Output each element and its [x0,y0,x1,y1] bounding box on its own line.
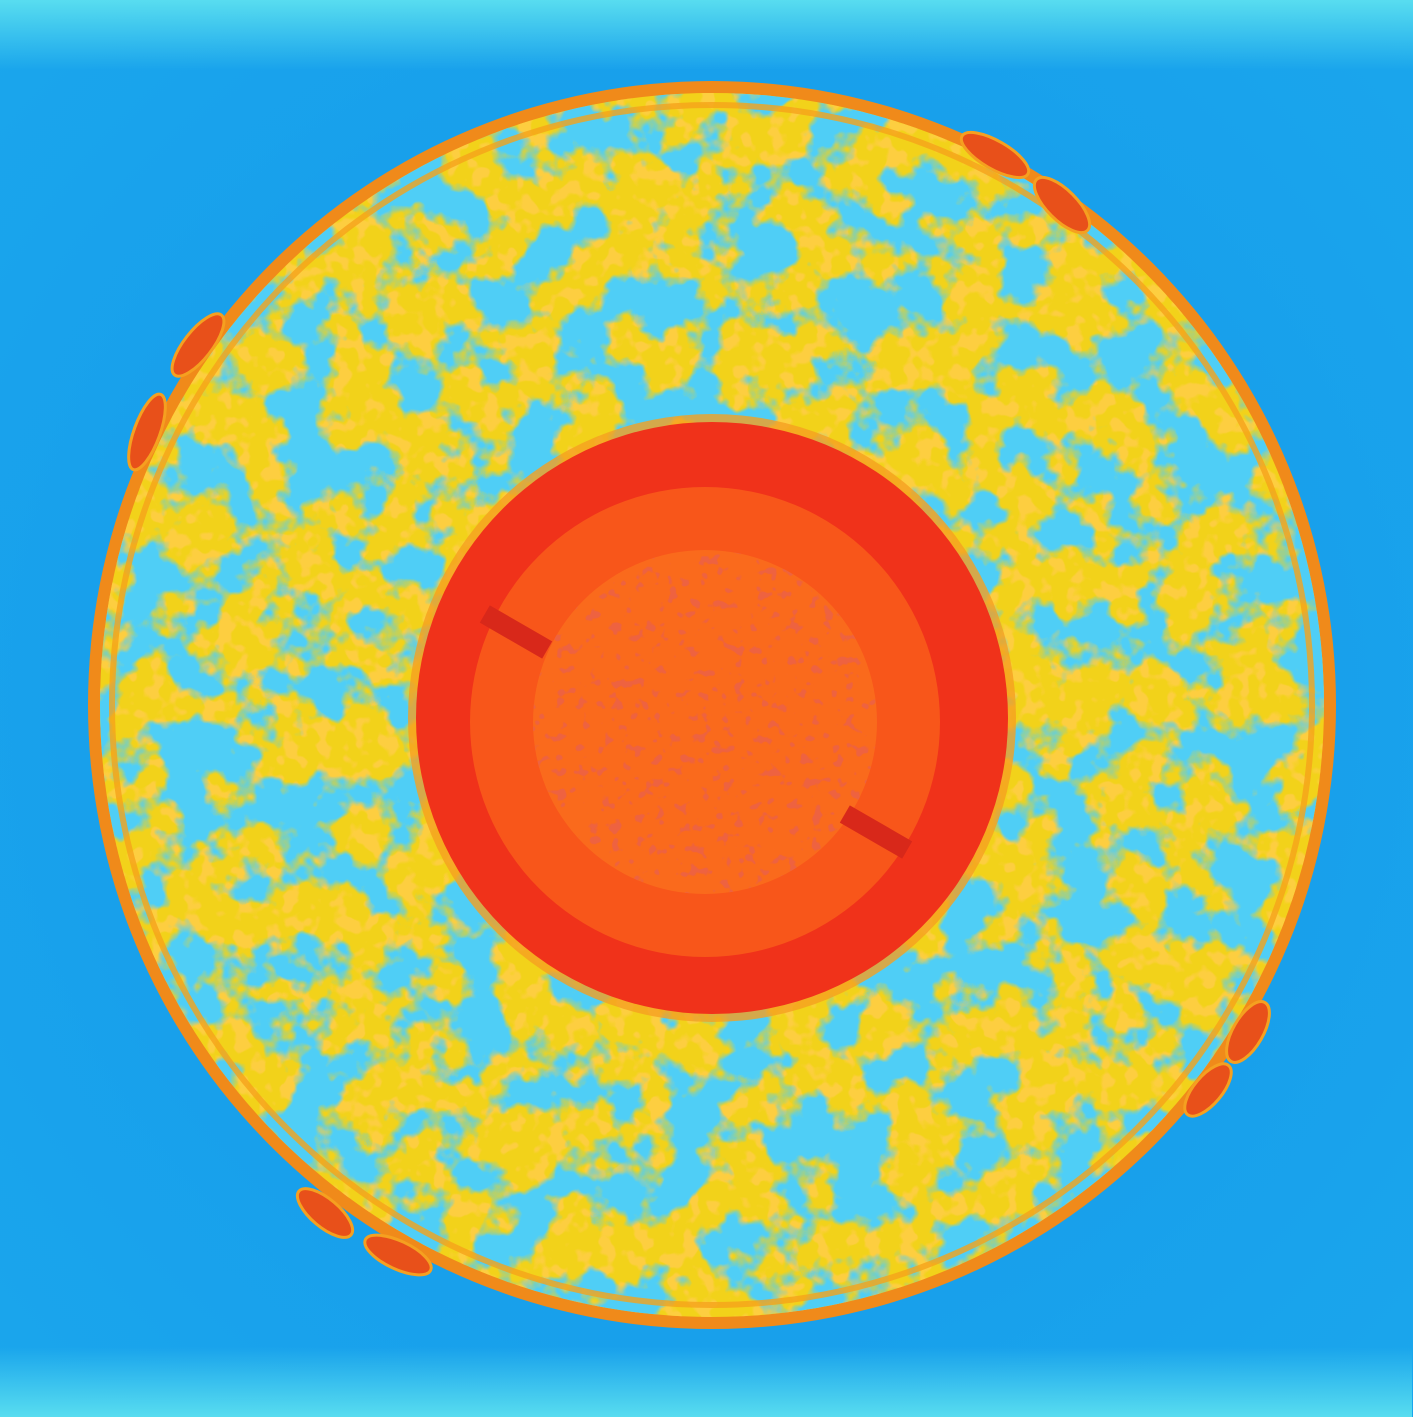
nodule [1225,1000,1271,1064]
mottled-region [100,93,1324,1317]
nodule [295,1187,355,1239]
core-bar [479,605,553,659]
nodule [363,1233,433,1277]
top-glow [0,0,1413,70]
core-bar [839,805,913,859]
nodule [170,312,226,378]
nodule [1032,175,1092,235]
nodule [959,130,1031,180]
bottom-glow [0,1347,1412,1417]
core-specks [533,550,877,894]
nodule [127,392,167,472]
rim-nodules [127,130,1271,1277]
inner-rim [109,102,1315,1308]
nodule [1183,1062,1233,1118]
